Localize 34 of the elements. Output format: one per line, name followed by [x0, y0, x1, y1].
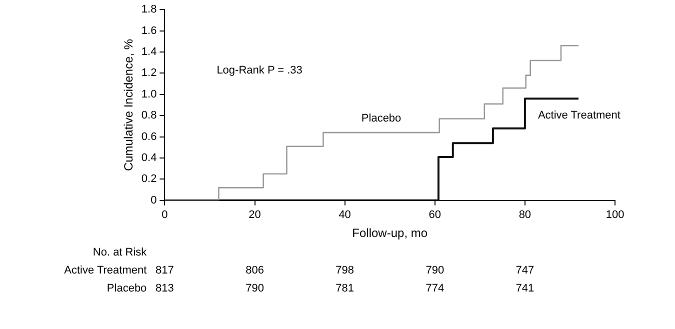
y-tick-label: 0.2 [141, 173, 157, 186]
y-tick-label: 1.6 [141, 24, 157, 37]
x-tick-label: 40 [338, 209, 351, 222]
y-tick-label: 0.6 [141, 130, 157, 143]
x-tick-label: 60 [428, 209, 441, 222]
x-tick-label: 20 [248, 209, 261, 222]
text: Placebo [106, 282, 147, 294]
text: Active Treatment [64, 264, 147, 276]
x-tick-label: 100 [606, 209, 624, 222]
text: 813 [156, 282, 174, 294]
series-label: Placebo [361, 112, 402, 125]
y-axis-title: Cumulative Incidence, % [122, 38, 136, 172]
text: 781 [336, 282, 354, 294]
annotation: Log-Rank P = .33 [216, 64, 302, 77]
text: 817 [156, 264, 174, 276]
text: 790 [246, 282, 264, 294]
y-tick-label: 1.4 [141, 46, 157, 58]
y-tick-label: 0.4 [141, 152, 157, 164]
x-axis-title: Follow-up, mo [352, 226, 428, 240]
x-tick-label: 80 [518, 209, 532, 222]
y-tick-label: 0.8 [141, 110, 157, 122]
y-tick-label: 1.0 [141, 88, 157, 100]
text: 790 [426, 264, 444, 276]
y-tick-label: 1.8 [141, 4, 157, 16]
x-tick-label: 0 [162, 209, 168, 222]
y-tick-label: 0 [150, 194, 157, 206]
text: 741 [516, 282, 534, 294]
text: 774 [426, 282, 444, 294]
series-label: Active Treatment [538, 110, 620, 122]
y-tick-label: 1.2 [141, 67, 157, 80]
text: 747 [516, 264, 534, 276]
text: No. at Risk [92, 246, 148, 258]
text: 798 [336, 264, 354, 276]
text: 806 [246, 264, 264, 276]
